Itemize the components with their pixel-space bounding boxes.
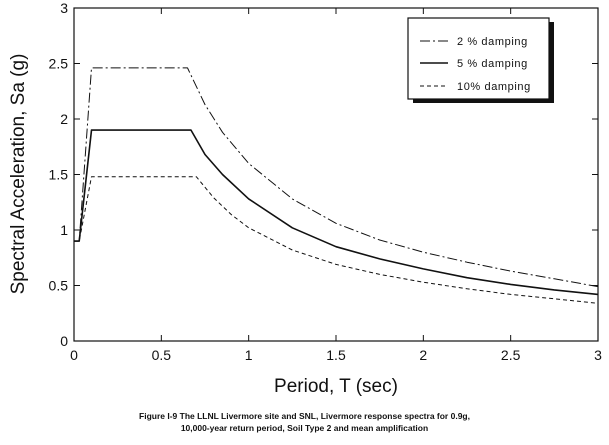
figure-caption-line-2: 10,000-year return period, Soil Type 2 a…	[180, 423, 429, 433]
x-tick-label: 0.5	[152, 347, 172, 363]
series-line-1	[74, 67, 599, 288]
x-tick-label: 2	[419, 347, 427, 363]
y-tick-label: 2	[60, 111, 68, 127]
x-axis-title: Period, T (sec)	[274, 376, 398, 397]
x-tick-label: 1	[245, 347, 253, 363]
y-tick-label: 0.5	[49, 278, 69, 294]
legend-box	[407, 17, 550, 100]
chart-series	[74, 67, 599, 304]
figure-caption-line-1: Figure I-9 The LLNL Livermore site and S…	[139, 411, 470, 421]
series-line-3	[74, 176, 599, 304]
plot-frame	[73, 7, 599, 342]
y-tick-label: 1	[60, 222, 68, 238]
y-tick-label: 1.5	[49, 167, 69, 183]
x-tick-label: 3	[594, 347, 602, 363]
y-tick-label: 0	[60, 333, 68, 349]
series-line-2	[74, 129, 599, 296]
legend-label-10pct: 10% damping	[457, 81, 531, 93]
legend-label-5pct: 5 % damping	[457, 58, 528, 70]
y-tick-label: 2.5	[49, 56, 69, 72]
legend: 2 % damping 5 % damping 10% damping	[407, 17, 554, 103]
legend-label-2pct: 2 % damping	[457, 36, 528, 48]
axis-ticks: 0 0.5 1 1.5 2 2.5 3 0 0.5 1 1.5 2 2.5 3	[49, 0, 603, 363]
x-tick-label: 2.5	[501, 347, 521, 363]
y-tick-label: 3	[60, 0, 68, 16]
x-tick-label: 0	[70, 347, 78, 363]
y-axis-title: Spectral Acceleration, Sa (g)	[8, 54, 29, 295]
x-tick-label: 1.5	[326, 347, 346, 363]
